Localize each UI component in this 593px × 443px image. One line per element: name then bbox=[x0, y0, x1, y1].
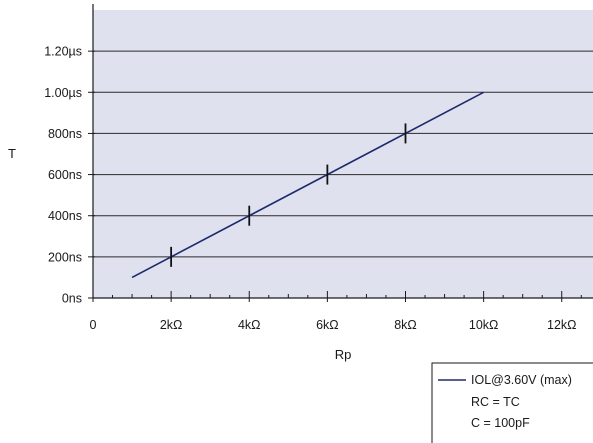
x-tick-label: 12kΩ bbox=[547, 318, 577, 332]
grid-lines bbox=[93, 50, 593, 258]
legend: IOL@3.60V (max) RC = TC C = 100pF bbox=[431, 362, 593, 443]
y-tick-label: 200ns bbox=[48, 250, 82, 264]
y-tick-labels: 0ns 200ns 400ns 600ns 800ns 1.00µs 1.20µs bbox=[44, 45, 82, 306]
y-tick-label: 600ns bbox=[48, 168, 82, 182]
y-tick-label: 0ns bbox=[62, 292, 82, 306]
y-tick-label: 800ns bbox=[48, 127, 82, 141]
series-layer bbox=[131, 91, 484, 279]
legend-note-capacitance: C = 100pF bbox=[471, 416, 530, 430]
legend-box bbox=[431, 362, 593, 443]
x-tick-label: 6kΩ bbox=[316, 318, 339, 332]
x-tick-label: 0 bbox=[90, 318, 97, 332]
plot-area bbox=[93, 10, 593, 298]
x-axis-title: Rp bbox=[335, 347, 352, 362]
legend-note-rc: RC = TC bbox=[471, 395, 520, 409]
y-axis-title: T bbox=[8, 146, 16, 161]
x-tick-label: 4kΩ bbox=[238, 318, 261, 332]
legend-series-name: IOL@3.60V (max) bbox=[471, 373, 572, 387]
y-tick-label: 1.00µs bbox=[44, 86, 82, 100]
x-tick-label: 8kΩ bbox=[394, 318, 417, 332]
x-tick-label: 2kΩ bbox=[160, 318, 183, 332]
y-tick-label: 400ns bbox=[48, 209, 82, 223]
y-tick-label: 1.20µs bbox=[44, 45, 82, 59]
x-tick-labels: 0 2kΩ 4kΩ 6kΩ 8kΩ 10kΩ 12kΩ bbox=[90, 318, 577, 332]
axes bbox=[88, 4, 593, 302]
series-line bbox=[131, 91, 484, 279]
x-tick-label: 10kΩ bbox=[469, 318, 499, 332]
